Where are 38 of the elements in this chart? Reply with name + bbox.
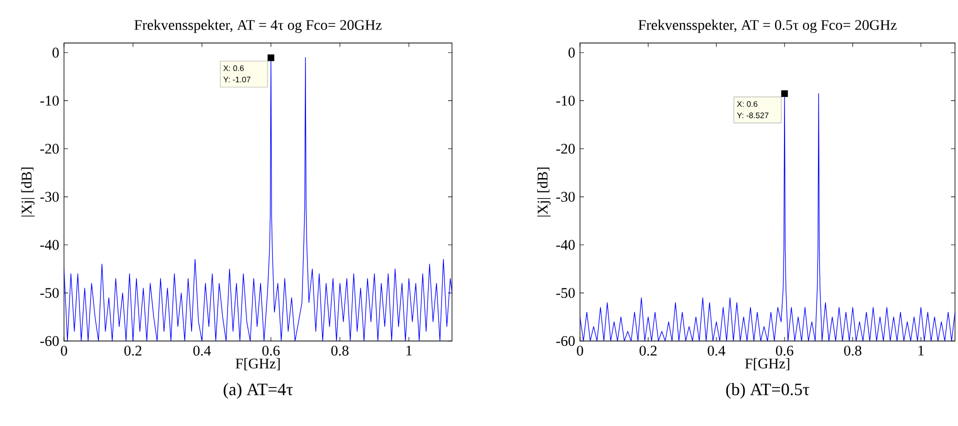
- chart-title: Frekvensspekter, AT = 4τ og Fco= 20GHz: [134, 20, 382, 33]
- y-tick-label: -10: [556, 96, 575, 106]
- y-tick-label: -40: [556, 240, 575, 250]
- x-tick-label: 0.8: [331, 346, 349, 356]
- x-tick-label: 0.4: [193, 346, 211, 356]
- y-tick-label: -10: [40, 96, 59, 106]
- x-tick-label: 1: [918, 346, 924, 356]
- annotation: Y: -8.527: [736, 112, 768, 118]
- x-tick-label: 0.2: [124, 346, 142, 356]
- y-tick-label: -30: [556, 192, 575, 202]
- y-axis-title: |Xj| [dB]: [21, 168, 35, 216]
- x-tick-label: 0.4: [708, 346, 726, 356]
- text: (b) AT=0.5τ: [726, 383, 810, 399]
- y-tick-label: -60: [556, 336, 575, 346]
- annotation: Y: -1.07: [223, 76, 250, 82]
- y-tick-label: -50: [40, 288, 59, 298]
- x-tick-label: 0: [60, 346, 68, 356]
- y-axis-title: |Xj| [dB]: [537, 168, 551, 216]
- y-tick-label: -20: [40, 144, 59, 154]
- x-tick-label: 0.6: [776, 346, 794, 356]
- chart-title: Frekvensspekter, AT = 0.5τ og Fco= 20GHz: [638, 20, 897, 33]
- x-tick-label: 1: [406, 346, 412, 356]
- x-tick-label: 0: [576, 346, 584, 356]
- y-tick-label: 0: [568, 48, 575, 58]
- annotation: X: 0.6: [737, 101, 758, 107]
- y-tick-label: -30: [40, 192, 59, 202]
- y-tick-label: -20: [556, 144, 575, 154]
- x-tick-label: 0.6: [262, 346, 280, 356]
- x-tick-label: 0.2: [640, 346, 657, 356]
- x-tick-label: 0.8: [844, 346, 862, 356]
- text: (a) AT=4τ: [224, 383, 293, 399]
- annotation: X: 0.6: [223, 65, 244, 72]
- y-tick-label: -50: [556, 288, 575, 298]
- y-tick-label: -60: [40, 336, 59, 346]
- y-tick-label: 0: [52, 48, 59, 58]
- x-axis-title: F[GHz]: [745, 358, 790, 370]
- y-tick-label: -40: [40, 240, 59, 250]
- x-axis-title: F[GHz]: [236, 358, 280, 370]
